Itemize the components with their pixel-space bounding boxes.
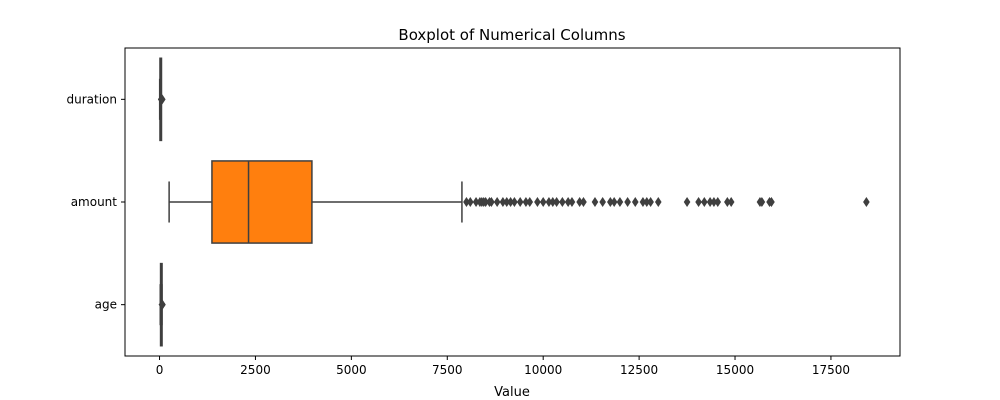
- outlier-amount: [507, 197, 514, 207]
- outlier-amount: [591, 197, 599, 207]
- outlier-amount: [499, 197, 507, 207]
- x-tick-label: 0: [156, 363, 164, 377]
- outlier-amount: [568, 197, 576, 207]
- outlier-amount: [710, 197, 718, 207]
- outlier-amount: [482, 197, 489, 207]
- outlier-amount: [516, 197, 524, 207]
- outlier-amount: [493, 197, 501, 207]
- outlier-amount: [576, 197, 583, 207]
- outlier-amount: [768, 197, 775, 207]
- outlier-amount: [599, 197, 606, 207]
- outlier-amount: [522, 197, 530, 207]
- outlier-amount: [714, 197, 722, 207]
- outlier-amount: [683, 197, 691, 207]
- chart-title: Boxplot of Numerical Columns: [398, 26, 625, 44]
- y-tick-label-age: age: [95, 298, 117, 312]
- outlier-amount: [472, 197, 480, 207]
- outlier-amount: [724, 197, 731, 207]
- outlier-amount: [564, 197, 572, 207]
- outlier-amount: [695, 197, 702, 207]
- x-tick-label: 5000: [336, 363, 367, 377]
- outlier-amount: [654, 197, 662, 207]
- outlier-duration: [158, 94, 166, 105]
- outlier-amount: [580, 197, 587, 207]
- x-tick-label: 15000: [716, 363, 754, 377]
- x-tick-label: 10000: [524, 363, 562, 377]
- outlier-amount: [616, 197, 624, 207]
- outlier-amount: [758, 197, 766, 207]
- outlier-amount: [534, 197, 541, 207]
- outlier-amount: [607, 197, 614, 207]
- outlier-amount: [488, 197, 495, 207]
- outlier-amount: [610, 197, 618, 207]
- x-tick-label: 17500: [812, 363, 850, 377]
- plot-area: [157, 57, 870, 347]
- box-amount: [211, 160, 313, 244]
- outlier-amount: [701, 197, 708, 207]
- outlier-amount: [863, 197, 870, 207]
- outlier-amount: [559, 197, 566, 207]
- x-tick-label: 7500: [432, 363, 463, 377]
- outlier-amount: [647, 197, 654, 207]
- outlier-amount: [545, 197, 553, 207]
- outlier-amount: [624, 197, 631, 207]
- outlier-amount: [503, 197, 511, 207]
- x-tick-label: 12500: [620, 363, 658, 377]
- outlier-amount: [643, 197, 651, 207]
- outlier-amount: [553, 197, 560, 207]
- y-tick-label-amount: amount: [71, 195, 118, 209]
- outlier-amount: [463, 197, 470, 207]
- outlier-amount: [706, 197, 714, 207]
- x-axis-label: Value: [494, 385, 530, 400]
- outlier-amount: [727, 197, 735, 207]
- outlier-amount: [539, 197, 547, 207]
- outlier-amount: [639, 197, 647, 207]
- x-tick-label: 2500: [240, 363, 271, 377]
- outlier-amount: [526, 197, 534, 207]
- outlier-amount: [511, 197, 518, 207]
- outlier-amount: [631, 197, 639, 207]
- outlier-amount: [549, 197, 557, 207]
- y-tick-label-duration: duration: [67, 92, 118, 106]
- outlier-age: [159, 299, 166, 310]
- outlier-amount: [466, 197, 474, 207]
